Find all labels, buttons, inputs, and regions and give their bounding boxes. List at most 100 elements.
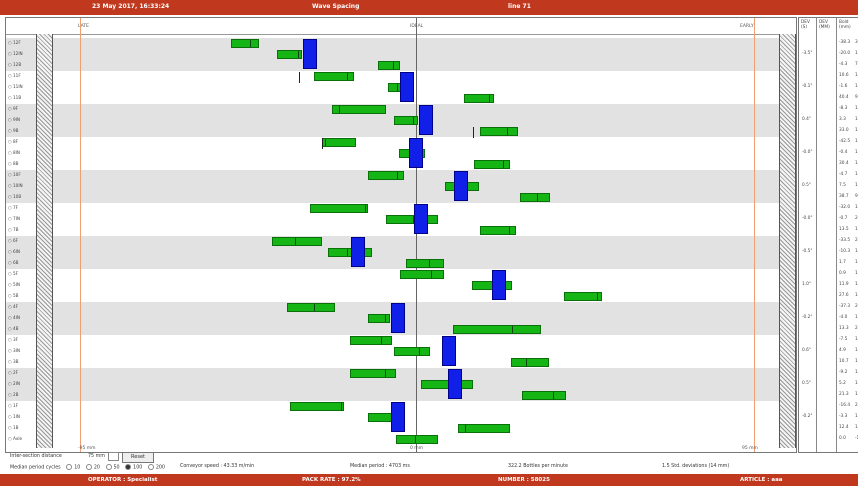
row-dev-value: 5.2: [839, 381, 846, 386]
stats-header-bold: Bold (mm): [839, 20, 851, 30]
row-label[interactable]: ○ 3IN: [8, 348, 21, 353]
row-label[interactable]: ○ 10B: [8, 194, 22, 199]
row-label[interactable]: ○ 6IN: [8, 249, 21, 254]
row-label[interactable]: ○ 10F: [8, 172, 21, 177]
row-label[interactable]: ○ 4F: [8, 304, 19, 309]
row-label[interactable]: ○ 1IN: [8, 414, 21, 419]
row-label[interactable]: ○ 12IN: [8, 51, 23, 56]
footer-bar: OPERATOR : Specialist PACK RATE : 97.2% …: [0, 474, 858, 486]
green-spacing-bar: [396, 435, 438, 444]
green-spacing-bar: [564, 292, 602, 301]
group-dev-value: 0.5°: [802, 381, 811, 386]
row-dev-value: -3.3: [839, 414, 848, 419]
distance-value[interactable]: 75 mm: [88, 454, 105, 459]
row-dev-value: -37.3: [839, 304, 851, 309]
row-dev-value: 12.4: [839, 425, 849, 430]
blue-in-box: [391, 303, 405, 333]
row-label[interactable]: ○ 7IN: [8, 216, 21, 221]
row-bold-value: 16.5: [855, 370, 858, 375]
row-bold-value: 12.3: [855, 359, 858, 364]
row-label[interactable]: ○ 5F: [8, 271, 19, 276]
row-dev-value: -0.7: [839, 216, 848, 221]
row-label[interactable]: ○ 7F: [8, 205, 19, 210]
outlier-marker: [473, 127, 474, 138]
header-bar: 23 May 2017, 16:33:24 Wave Spacing line …: [0, 0, 858, 15]
row-label[interactable]: ○ 6B: [8, 260, 19, 265]
center-tick: 0 mm: [410, 446, 424, 451]
row-label[interactable]: ○ 7B: [8, 227, 19, 232]
row-dev-value: 3.3: [839, 117, 846, 122]
green-spacing-bar: [522, 391, 566, 400]
blue-in-box: [454, 171, 468, 201]
row-label[interactable]: ○ 1F: [8, 403, 19, 408]
green-spacing-bar: [474, 160, 510, 169]
row-label[interactable]: ○ 4B: [8, 326, 19, 331]
row-label[interactable]: ○ 8F: [8, 139, 19, 144]
group-dev-value: -0.5°: [802, 249, 813, 254]
radio-button[interactable]: [105, 464, 112, 470]
row-label[interactable]: ○ 3B: [8, 359, 19, 364]
right-limit-hatch: [779, 34, 796, 448]
green-spacing-bar: [386, 215, 438, 224]
group-dev-value: -0.0°: [802, 216, 813, 221]
row-label[interactable]: ○ 8B: [8, 161, 19, 166]
row-bold-value: 11.8: [855, 128, 858, 133]
group-dev-value: 0.4°: [802, 117, 811, 122]
row-label[interactable]: ○ 12F: [8, 40, 21, 45]
row-label[interactable]: ○ 2B: [8, 392, 19, 397]
row-label[interactable]: ○ 9F: [8, 106, 19, 111]
row-label[interactable]: ○ 5IN: [8, 282, 21, 287]
blue-in-box: [414, 204, 428, 234]
group-dev-value: -0.1°: [802, 84, 813, 89]
blue-in-box: [448, 369, 462, 399]
row-label[interactable]: ○ 10IN: [8, 183, 23, 188]
radio-button[interactable]: [66, 464, 73, 470]
green-spacing-bar: [368, 171, 404, 180]
row-bold-value: 10.5: [855, 150, 858, 155]
row-dev-value: -38.3: [839, 40, 851, 45]
distance-label: Inter-section distance: [10, 454, 62, 459]
early-label: EARLY: [740, 24, 754, 29]
row-label[interactable]: ○ 5B: [8, 293, 19, 298]
row-label[interactable]: ○ 4IN: [8, 315, 21, 320]
row-label[interactable]: ○ 1B: [8, 425, 19, 430]
row-dev-value: 10.7: [839, 359, 849, 364]
row-label[interactable]: ○ 11F: [8, 73, 21, 78]
row-bold-value: 12.4: [855, 293, 858, 298]
row-dev-value: 13.3: [839, 326, 849, 331]
row-bold-value: 10.0: [855, 183, 858, 188]
row-label[interactable]: ○ 9B: [8, 128, 19, 133]
row-dev-value: 13.5: [839, 227, 849, 232]
green-spacing-bar: [272, 237, 322, 246]
ideal-line: [416, 18, 417, 452]
row-label[interactable]: ○ 8IN: [8, 150, 21, 155]
row-dev-value: -33.5: [839, 238, 851, 243]
row-label[interactable]: ○ 2F: [8, 370, 19, 375]
radio-button-selected[interactable]: [125, 464, 132, 470]
radio-button[interactable]: [85, 464, 92, 470]
row-label[interactable]: ○ 12B: [8, 62, 22, 67]
row-dev-value: 10.6: [839, 73, 849, 78]
distance-stepper[interactable]: [108, 452, 119, 461]
green-spacing-bar: [520, 193, 550, 202]
row-dev-value: -4.3: [839, 62, 848, 67]
row-bold-value: 9.5: [855, 95, 858, 100]
row-label[interactable]: ○ 3F: [8, 337, 19, 342]
radio-button[interactable]: [147, 464, 154, 470]
row-label[interactable]: ○ Axle: [8, 436, 23, 441]
row-label[interactable]: ○ 2IN: [8, 381, 21, 386]
green-spacing-bar: [480, 226, 516, 235]
row-bold-value: 10.2: [855, 348, 858, 353]
radio-label: 200: [155, 465, 165, 471]
reset-button[interactable]: Reset: [122, 452, 154, 463]
median-period: Median period : 4703 ms: [350, 464, 410, 469]
row-bold-value: 13.5: [855, 227, 858, 232]
row-bold-value: 13.3: [855, 282, 858, 287]
row-label[interactable]: ○ 11B: [8, 95, 22, 100]
row-label[interactable]: ○ 6F: [8, 238, 19, 243]
distance-control: Inter-section distance: [10, 454, 62, 459]
early-limit-line: [754, 18, 755, 452]
row-label[interactable]: ○ 11IN: [8, 84, 23, 89]
row-label[interactable]: ○ 9IN: [8, 117, 21, 122]
group-dev-value: -3.5°: [802, 51, 813, 56]
